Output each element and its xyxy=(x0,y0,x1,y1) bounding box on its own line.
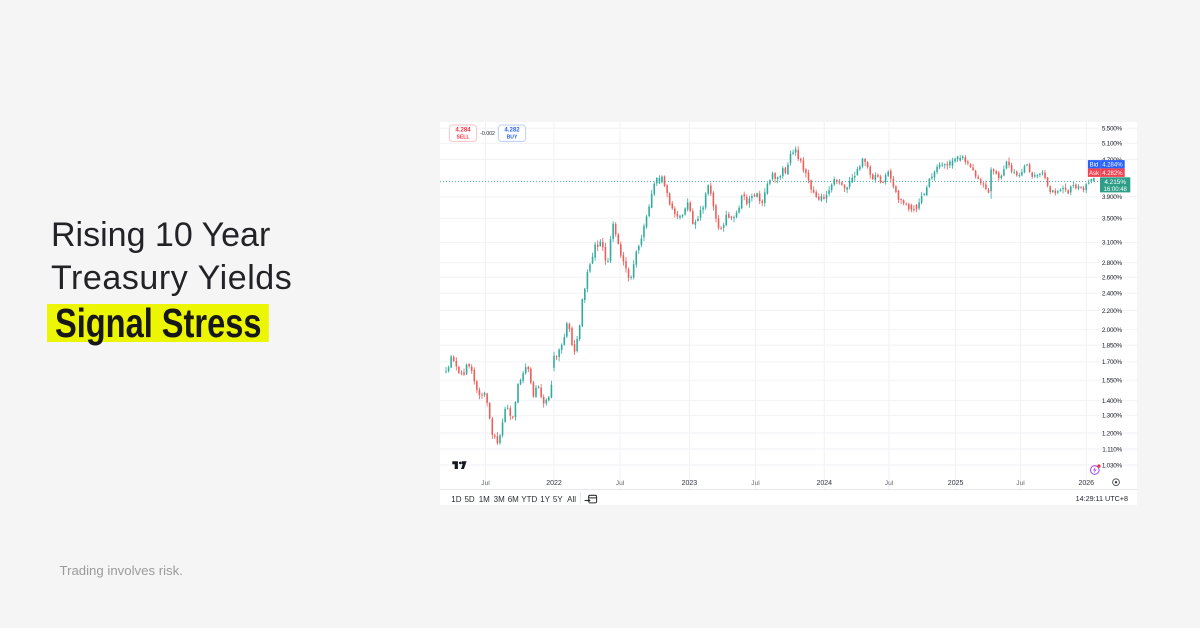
svg-text:3.500%: 3.500% xyxy=(1102,216,1123,223)
svg-text:14:29:11 UTC+8: 14:29:11 UTC+8 xyxy=(1076,494,1128,503)
svg-text:1.200%: 1.200% xyxy=(1102,430,1123,437)
svg-text:5D: 5D xyxy=(464,495,474,504)
svg-text:4.215%: 4.215% xyxy=(1104,179,1126,186)
svg-text:1.110%: 1.110% xyxy=(1102,446,1122,453)
svg-text:Jul: Jul xyxy=(1016,480,1025,487)
svg-text:1.400%: 1.400% xyxy=(1102,398,1123,405)
svg-text:Jul: Jul xyxy=(885,480,894,487)
svg-text:1.300%: 1.300% xyxy=(1102,413,1123,420)
svg-text:YTD: YTD xyxy=(521,495,537,504)
svg-text:4.282: 4.282 xyxy=(504,127,520,134)
svg-text:5Y: 5Y xyxy=(553,495,563,504)
svg-text:2026: 2026 xyxy=(1079,480,1095,487)
svg-text:2.000%: 2.000% xyxy=(1102,327,1123,334)
svg-text:5.100%: 5.100% xyxy=(1102,141,1123,148)
svg-text:Ask: Ask xyxy=(1089,171,1100,177)
svg-text:16:00:48: 16:00:48 xyxy=(1104,187,1128,193)
svg-text:2.800%: 2.800% xyxy=(1102,260,1123,267)
svg-text:3M: 3M xyxy=(494,495,505,504)
svg-text:SELL: SELL xyxy=(456,135,469,141)
svg-text:2.200%: 2.200% xyxy=(1102,308,1123,315)
svg-text:Jul: Jul xyxy=(616,480,625,487)
svg-text:3.100%: 3.100% xyxy=(1102,240,1123,247)
svg-text:1Y: 1Y xyxy=(540,495,550,504)
svg-text:1.550%: 1.550% xyxy=(1102,378,1123,385)
svg-text:2024: 2024 xyxy=(817,480,833,487)
svg-text:1D: 1D xyxy=(451,495,461,504)
svg-text:BUY: BUY xyxy=(507,135,518,141)
svg-text:4.284: 4.284 xyxy=(455,127,471,134)
svg-text:All: All xyxy=(567,495,576,504)
svg-text:1.700%: 1.700% xyxy=(1102,359,1123,366)
svg-text:1M: 1M xyxy=(479,495,490,504)
svg-text:1.030%: 1.030% xyxy=(1102,462,1123,469)
svg-text:2.600%: 2.600% xyxy=(1102,275,1123,282)
svg-text:2023: 2023 xyxy=(682,480,698,487)
svg-text:2022: 2022 xyxy=(546,480,562,487)
svg-text:Jul: Jul xyxy=(481,480,490,487)
svg-text:4.284%: 4.284% xyxy=(1102,162,1123,168)
svg-text:5.500%: 5.500% xyxy=(1102,126,1123,133)
svg-text:Bid: Bid xyxy=(1090,162,1099,168)
svg-text:4.282%: 4.282% xyxy=(1102,171,1123,177)
svg-text:2025: 2025 xyxy=(948,480,964,487)
svg-text:1.850%: 1.850% xyxy=(1102,342,1123,349)
svg-text:6M: 6M xyxy=(508,495,519,504)
svg-text:3.900%: 3.900% xyxy=(1102,194,1123,201)
svg-text:Jul: Jul xyxy=(751,480,760,487)
svg-text:2.400%: 2.400% xyxy=(1102,291,1123,298)
svg-text:-0.002: -0.002 xyxy=(480,131,495,137)
